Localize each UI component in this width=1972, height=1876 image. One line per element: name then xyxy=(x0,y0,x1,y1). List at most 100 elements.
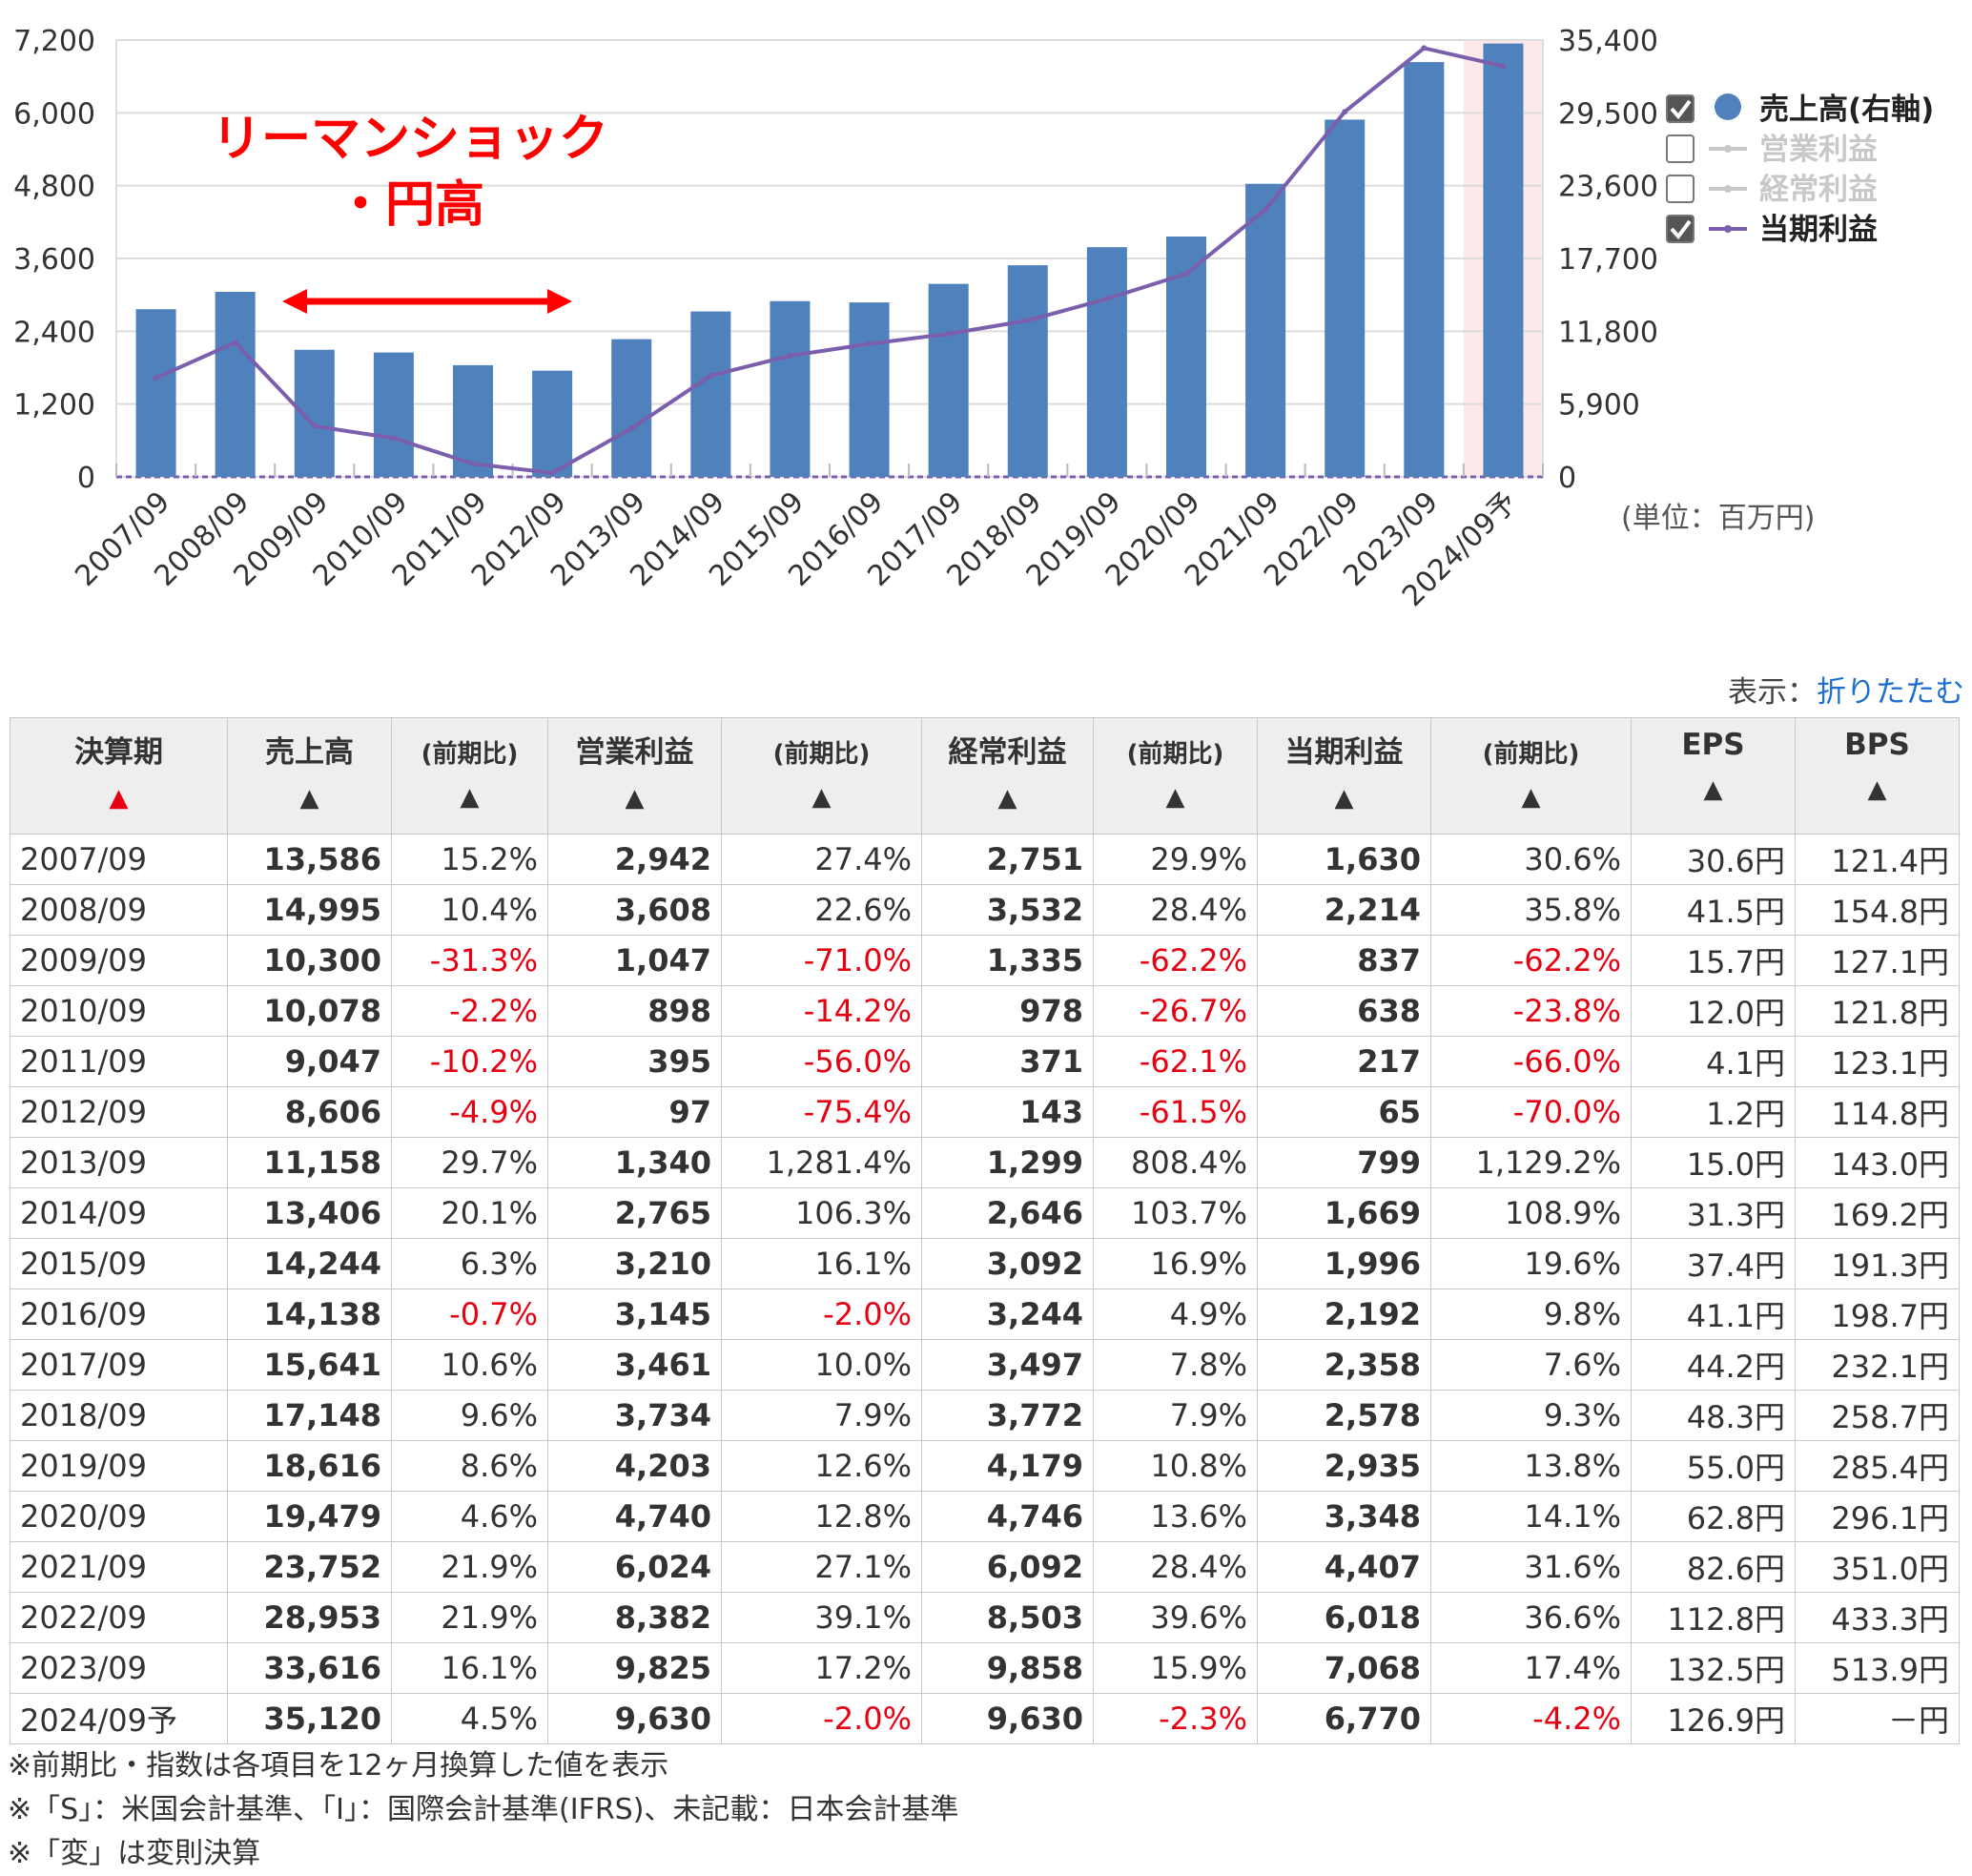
sort-arrow-icon[interactable]: ▲ xyxy=(1521,783,1541,812)
table-cell: -62.2% xyxy=(1430,935,1632,986)
sort-arrow-icon[interactable]: ▲ xyxy=(1165,783,1185,812)
legend-checkbox[interactable] xyxy=(1666,215,1695,243)
right-tick-label: 11,800 xyxy=(1558,316,1658,349)
earnings-chart: 7,200 6,000 4,800 3,600 2,400 1,200 0 35,400 29… xyxy=(13,25,1934,613)
legend-checkbox[interactable] xyxy=(1666,94,1695,123)
column-header[interactable]: 決算期 ▲ xyxy=(10,717,228,835)
legend-item[interactable]: 経常利益 xyxy=(1666,173,1878,207)
net-income-point[interactable] xyxy=(470,461,476,467)
table-row: 2016/09 14,138 -0.7% 3,145 -2.0% 3,244 4.9% 2,1… xyxy=(10,1288,1960,1340)
right-tick-label: 5,900 xyxy=(1558,389,1640,423)
sales-bar[interactable] xyxy=(1007,265,1048,477)
sales-bar[interactable] xyxy=(215,291,256,477)
sort-arrow-icon[interactable]: ▲ xyxy=(625,784,645,813)
table-cell: 2008/09 xyxy=(10,884,228,936)
sort-arrow-icon[interactable]: ▲ xyxy=(1703,775,1723,804)
table-cell: 296.1円 xyxy=(1795,1491,1960,1542)
net-income-point[interactable] xyxy=(232,340,238,346)
net-income-point[interactable] xyxy=(787,353,793,360)
column-header[interactable]: (前期比) ▲ xyxy=(391,717,548,835)
legend-item[interactable]: 当期利益 xyxy=(1666,213,1878,247)
sales-bar[interactable] xyxy=(135,309,176,477)
table-cell: 143.0円 xyxy=(1795,1137,1960,1188)
table-cell: 44.2円 xyxy=(1631,1339,1796,1391)
table-cell: 21.9% xyxy=(391,1541,548,1593)
sales-bar[interactable] xyxy=(1404,62,1445,478)
column-header[interactable]: 経常利益 ▲ xyxy=(921,717,1094,835)
sales-bar[interactable] xyxy=(532,370,573,477)
legend-checkbox[interactable] xyxy=(1666,134,1695,163)
sales-bar[interactable] xyxy=(611,339,652,477)
sales-bar[interactable] xyxy=(373,352,414,477)
footnote: ※前期比・指数は各項目を12ヶ月換算した値を表示 xyxy=(8,1749,669,1783)
collapse-link[interactable]: 折りたたむ xyxy=(1817,675,1964,710)
column-header[interactable]: (前期比) ▲ xyxy=(1093,717,1258,835)
sales-bar[interactable] xyxy=(1086,247,1127,477)
table-cell: 37.4円 xyxy=(1631,1238,1796,1289)
net-income-point[interactable] xyxy=(549,469,556,476)
sort-arrow-icon[interactable]: ▲ xyxy=(299,784,319,813)
table-cell: 15.2% xyxy=(391,834,548,885)
legend-marker-icon xyxy=(1715,93,1741,120)
sort-arrow-icon[interactable]: ▲ xyxy=(460,783,480,812)
net-income-point[interactable] xyxy=(390,435,397,442)
column-header[interactable]: (前期比) ▲ xyxy=(1430,717,1632,835)
table-cell: 1,630 xyxy=(1257,834,1431,885)
net-income-point[interactable] xyxy=(1183,271,1189,278)
net-income-point[interactable] xyxy=(866,340,873,347)
table-cell: -2.2% xyxy=(391,985,548,1037)
net-income-point[interactable] xyxy=(1024,318,1031,324)
table-cell: 1,996 xyxy=(1257,1238,1431,1289)
table-cell: 39.6% xyxy=(1093,1592,1258,1643)
sort-arrow-icon[interactable]: ▲ xyxy=(997,784,1017,813)
net-income-point[interactable] xyxy=(1263,206,1269,213)
table-row: 2021/09 23,752 21.9% 6,024 27.1% 6,092 28.4% 4,… xyxy=(10,1541,1960,1593)
sales-bar[interactable] xyxy=(1483,43,1524,478)
table-cell: 9,825 xyxy=(547,1642,722,1694)
sort-arrow-icon[interactable]: ▲ xyxy=(1334,784,1354,813)
column-header[interactable]: 営業利益 ▲ xyxy=(547,717,722,835)
column-header-label: BPS xyxy=(1844,728,1910,762)
legend-item[interactable]: 営業利益 xyxy=(1666,133,1878,167)
table-row: 2011/09 9,047 -10.2% 395 -56.0% 371 -62.1% 217-… xyxy=(10,1036,1960,1087)
left-tick-label: 6,000 xyxy=(13,97,95,131)
sales-bar[interactable] xyxy=(1325,119,1366,477)
net-income-point[interactable] xyxy=(311,423,318,429)
column-header[interactable]: BPS ▲ xyxy=(1795,717,1960,835)
sales-bar[interactable] xyxy=(849,302,890,477)
table-cell: 15.7円 xyxy=(1631,935,1796,986)
net-income-point[interactable] xyxy=(1500,63,1507,70)
legend-item[interactable]: 売上高(右軸) xyxy=(1666,93,1934,127)
sort-arrow-icon[interactable]: ▲ xyxy=(1867,775,1887,804)
net-income-point[interactable] xyxy=(945,331,952,338)
column-header[interactable]: 当期利益 ▲ xyxy=(1257,717,1431,835)
checkmark-icon xyxy=(1670,99,1692,120)
net-income-point[interactable] xyxy=(1103,296,1110,302)
column-header[interactable]: (前期比) ▲ xyxy=(721,717,922,835)
sort-arrow-icon[interactable]: ▲ xyxy=(109,784,129,813)
sort-arrow-icon[interactable]: ▲ xyxy=(811,783,832,812)
table-cell: 2012/09 xyxy=(10,1086,228,1138)
right-tick-label: 29,500 xyxy=(1558,97,1658,131)
sales-bar[interactable] xyxy=(1245,183,1286,477)
table-cell: -23.8% xyxy=(1430,985,1632,1037)
net-income-point[interactable] xyxy=(1342,109,1348,115)
right-axis: 35,400 29,500 23,600 17,700 11,800 5,900 0 xyxy=(1558,25,1658,495)
net-income-point[interactable] xyxy=(708,372,714,379)
legend-checkbox[interactable] xyxy=(1666,175,1695,203)
table-cell: 9,047 xyxy=(227,1036,392,1087)
table-cell: 143 xyxy=(921,1086,1094,1138)
column-header[interactable]: 売上高 ▲ xyxy=(227,717,392,835)
column-header[interactable]: EPS ▲ xyxy=(1631,717,1796,835)
annotation: リーマンショック ・円高 xyxy=(212,111,608,314)
net-income-point[interactable] xyxy=(1421,45,1428,52)
sales-bar[interactable] xyxy=(770,300,811,477)
sales-bar[interactable] xyxy=(690,311,731,477)
table-cell: 4,407 xyxy=(1257,1541,1431,1593)
sales-bar[interactable] xyxy=(928,283,969,477)
net-income-point[interactable] xyxy=(628,425,635,432)
net-income-line xyxy=(153,45,1507,476)
table-cell: 4.5% xyxy=(391,1693,548,1744)
net-income-point[interactable] xyxy=(153,375,159,381)
